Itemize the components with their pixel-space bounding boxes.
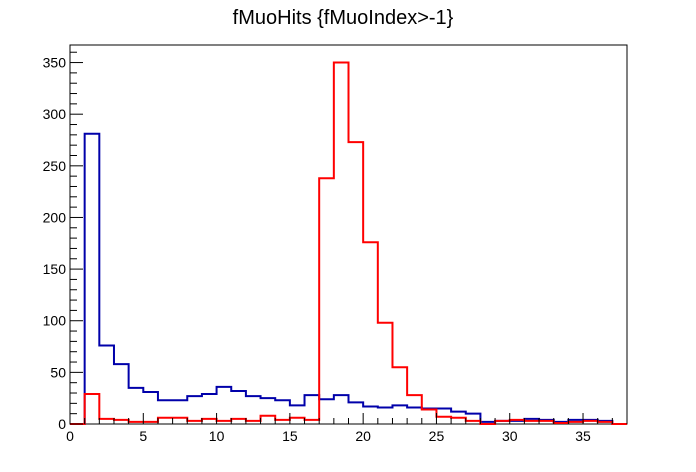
x-tick-label: 15	[282, 428, 298, 444]
y-tick-label: 100	[43, 313, 67, 329]
y-tick-label: 250	[43, 158, 67, 174]
x-tick-label: 35	[575, 428, 591, 444]
x-tick-label: 25	[429, 428, 445, 444]
y-tick-label: 350	[43, 55, 67, 71]
y-tick-label: 0	[58, 416, 66, 432]
x-tick-label: 10	[209, 428, 225, 444]
x-tick-label: 5	[139, 428, 147, 444]
series-line-1	[70, 132, 627, 425]
chart-title: fMuoHits {fMuoIndex>-1}	[233, 7, 454, 29]
y-tick-label: 50	[50, 364, 66, 380]
x-axis: 0 5 10 15 20 25 30 35	[66, 413, 628, 444]
x-tick-label: 30	[502, 428, 518, 444]
y-tick-label: 200	[43, 209, 67, 225]
y-axis: 0 50 100 150 200 250 300 350	[43, 51, 83, 432]
x-tick-label: 20	[355, 428, 371, 444]
y-tick-label: 300	[43, 106, 67, 122]
y-tick-label: 150	[43, 261, 67, 277]
x-tick-label: 0	[66, 428, 74, 444]
